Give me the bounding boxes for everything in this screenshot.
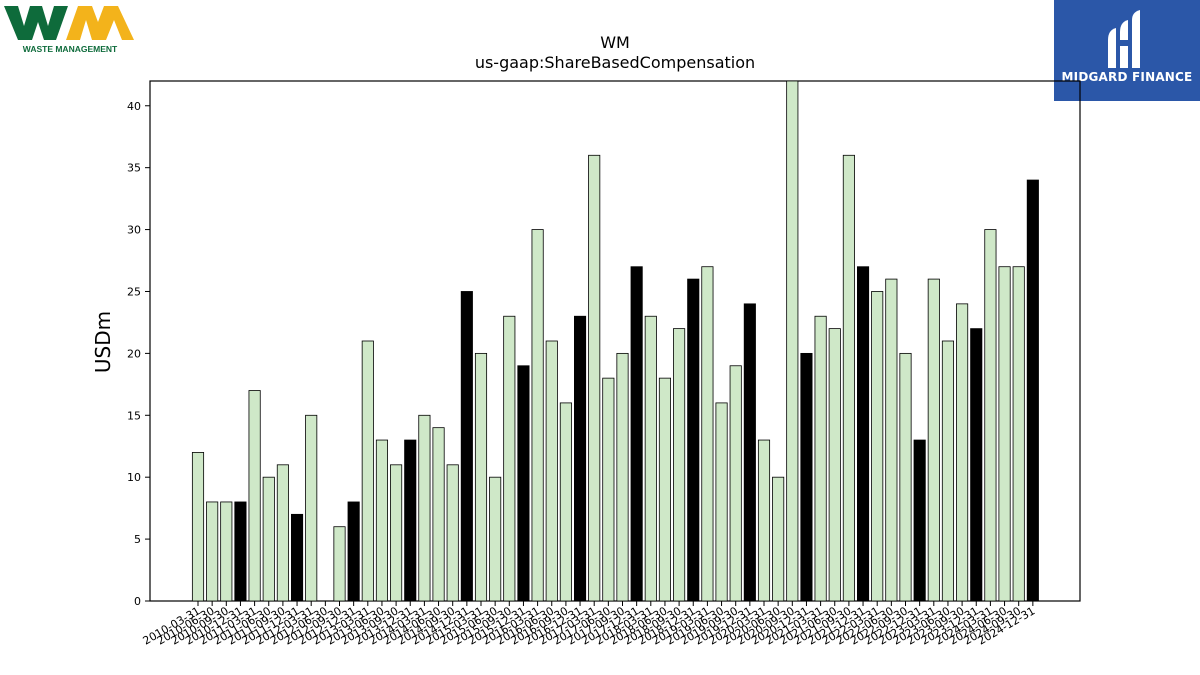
bar — [757, 439, 771, 602]
bar — [970, 328, 983, 602]
bar — [984, 229, 997, 602]
bar — [729, 365, 742, 602]
midgard-finance-logo: MIDGARD FINANCE — [1054, 0, 1200, 101]
bar — [772, 476, 785, 602]
bar — [489, 476, 502, 602]
wm-logo-text: WASTE MANAGEMENT — [23, 44, 118, 54]
bar — [404, 439, 417, 602]
bar — [673, 328, 686, 602]
y-tick-label: 5 — [134, 533, 141, 546]
bar — [828, 328, 841, 602]
bar — [460, 291, 473, 602]
y-tick-label: 15 — [127, 409, 141, 422]
bar — [220, 501, 233, 602]
y-axis-label: USDm — [91, 311, 115, 373]
x-axis-ticks: 2010-03-312010-06-302010-09-302010-12-31… — [141, 601, 1037, 648]
bar — [361, 340, 374, 602]
waste-management-logo: WASTE MANAGEMENT — [4, 6, 134, 54]
bar — [687, 278, 700, 602]
bar — [913, 439, 926, 602]
bar — [559, 402, 572, 602]
bar — [956, 303, 969, 602]
bar — [715, 402, 728, 602]
bar — [602, 377, 615, 602]
y-tick-label: 10 — [127, 471, 141, 484]
bar — [588, 154, 601, 602]
bar — [418, 414, 431, 602]
y-tick-label: 35 — [127, 162, 141, 175]
y-tick-label: 25 — [127, 285, 141, 298]
y-tick-label: 0 — [134, 595, 141, 608]
bar — [290, 513, 304, 602]
bar — [743, 303, 756, 602]
bar — [857, 266, 870, 602]
bar — [262, 476, 275, 602]
bar — [786, 80, 799, 602]
midgard-brand-text: MIDGARD FINANCE — [1061, 70, 1193, 84]
bar — [305, 414, 318, 602]
bar — [517, 365, 530, 602]
y-axis-ticks: 0 5 10 15 20 25 30 35 40 — [127, 100, 150, 608]
bar — [390, 464, 403, 602]
bar — [998, 266, 1011, 602]
bar — [347, 501, 360, 602]
bar — [616, 352, 629, 602]
bar — [574, 315, 587, 602]
bar — [630, 266, 643, 602]
bar — [885, 278, 898, 602]
chart-title: WM — [600, 33, 630, 52]
bar — [446, 464, 459, 602]
bar — [658, 377, 671, 602]
bar — [234, 501, 247, 602]
bar — [333, 526, 346, 602]
bar — [531, 229, 544, 602]
bar — [191, 452, 205, 602]
bar — [814, 315, 827, 602]
y-tick-label: 20 — [127, 347, 141, 360]
plot-frame — [149, 80, 1081, 602]
bar — [800, 352, 813, 602]
bar — [545, 340, 558, 602]
bar — [1026, 179, 1039, 602]
chart-subtitle: us-gaap:ShareBasedCompensation — [475, 53, 755, 72]
bar — [432, 427, 445, 602]
bar — [276, 464, 289, 602]
midgard-mark-icon — [1108, 10, 1140, 68]
bar — [899, 352, 912, 602]
bar — [701, 266, 714, 602]
bar — [842, 154, 855, 602]
bar — [644, 315, 657, 602]
bar — [375, 439, 388, 602]
bar — [941, 340, 954, 602]
bar — [871, 291, 884, 602]
wm-logo-m-shape — [66, 6, 134, 40]
wm-logo-w-shape — [4, 6, 68, 40]
bar — [474, 352, 488, 602]
bars-group — [191, 80, 1039, 602]
bar — [503, 315, 516, 602]
bar — [248, 390, 261, 602]
bar — [1012, 266, 1025, 602]
y-tick-label: 30 — [127, 224, 141, 237]
bar — [206, 501, 219, 602]
y-tick-label: 40 — [127, 100, 141, 113]
bar — [927, 278, 940, 602]
